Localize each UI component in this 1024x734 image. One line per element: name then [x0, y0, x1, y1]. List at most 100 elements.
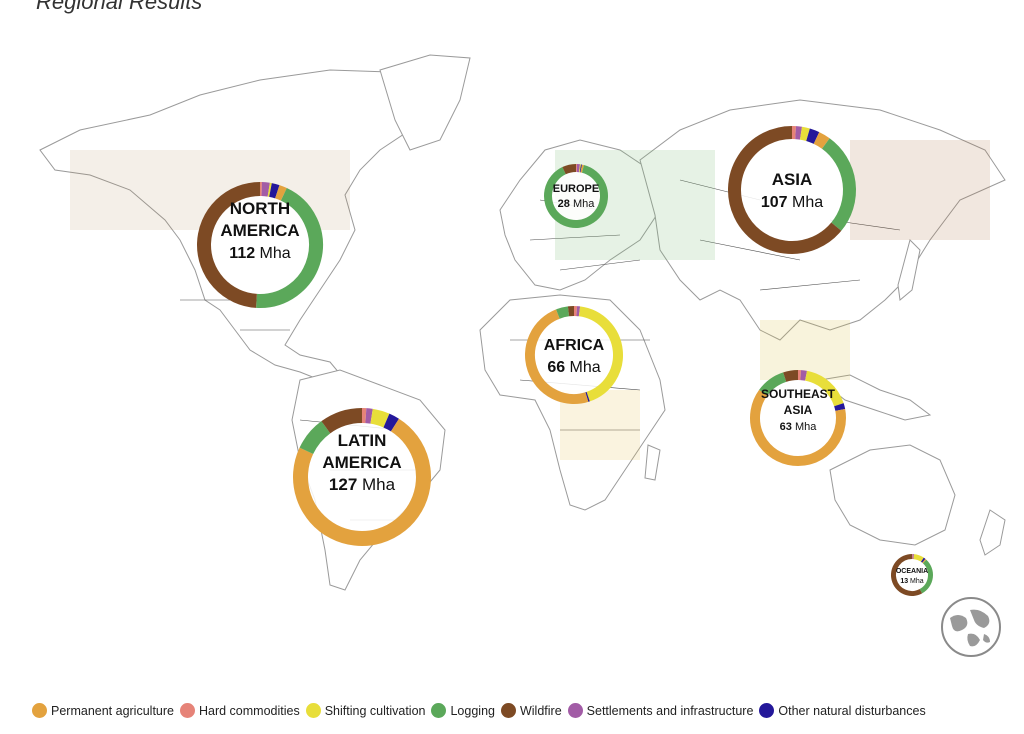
legend-item-other-natural: Other natural disturbances — [759, 703, 926, 718]
legend: Permanent agriculture Hard commodities Shi… — [32, 703, 932, 718]
donut-segment-shifting-cultivation — [913, 554, 924, 562]
region-name: SOUTHEAST — [761, 387, 836, 401]
legend-label: Settlements and infrastructure — [586, 703, 754, 718]
donut-segment-other-natural — [269, 183, 280, 199]
legend-item-hard-commodities: Hard commodities — [179, 703, 300, 718]
donut-center — [893, 556, 931, 594]
donut-segment-wildfire — [562, 164, 577, 175]
donut-latin-america: LATIN AMERICA 127 Mha — [293, 408, 431, 546]
region-area-unit: Mha — [565, 359, 601, 376]
donut-segment-permanent-agriculture — [750, 389, 846, 466]
region-name: OCEANIA — [896, 568, 928, 575]
legend-swatch — [759, 703, 775, 718]
legend-item-permanent-agriculture: Permanent agriculture — [32, 703, 174, 718]
donut-center — [300, 415, 424, 539]
legend-item-wildfire: Wildfire — [500, 703, 562, 718]
legend-label: Hard commodities — [198, 703, 300, 718]
donut-oceania: OCEANIA 13 Mha — [891, 553, 933, 596]
donut-segment-other-natural — [834, 403, 846, 411]
legend-swatch — [32, 703, 47, 718]
region-area-value: 127 — [329, 475, 357, 494]
land-greenland — [379, 54, 471, 151]
land-australia — [829, 444, 956, 546]
region-area-unit: Mha — [908, 578, 924, 585]
region-area-unit: Mha — [788, 194, 824, 211]
region-area-value: 66 — [547, 359, 565, 376]
region-area-unit: Mha — [570, 198, 595, 210]
donut-segment-other-natural — [806, 128, 820, 144]
region-area-unit: Mha — [792, 421, 817, 433]
donut-segment-shifting-cultivation — [804, 370, 844, 407]
donut-center — [755, 375, 841, 461]
region-name: AFRICA — [544, 337, 605, 354]
region-area: 127 Mha — [329, 475, 396, 494]
globe-icon — [941, 597, 1001, 657]
donut-segment-wildfire — [891, 554, 923, 596]
donut-segment-permanent-agriculture — [275, 185, 287, 201]
legend-swatch — [567, 703, 583, 718]
donut-segment-logging — [556, 306, 570, 319]
region-area-value: 28 — [558, 198, 570, 210]
donut-center — [548, 168, 604, 224]
region-area: 63 Mha — [780, 421, 818, 433]
donut-segment-shifting-cultivation — [370, 408, 390, 428]
donut-center — [530, 311, 618, 399]
donut-asia: ASIA 107 Mha — [728, 125, 856, 254]
region-name: EUROPE — [553, 183, 599, 195]
donut-center — [734, 132, 850, 248]
legend-label: Logging — [450, 703, 495, 718]
land-japan — [897, 239, 921, 301]
donut-segment-permanent-agriculture — [922, 558, 927, 564]
region-name: ASIA — [784, 403, 813, 417]
region-name: AMERICA — [322, 453, 401, 472]
donut-segment-logging — [256, 188, 323, 308]
region-area-value: 13 — [900, 578, 908, 585]
legend-item-settlements: Settlements and infrastructure — [567, 703, 754, 718]
donut-segment-permanent-agriculture — [813, 132, 830, 149]
donut-segment-settlements — [800, 370, 807, 381]
landmasses — [39, 54, 1006, 591]
donut-segment-settlements — [365, 408, 373, 424]
region-name: NORTH — [230, 199, 290, 218]
legend-swatch — [305, 703, 321, 718]
donut-segment-other-natural — [383, 413, 399, 432]
donut-segment-shifting-cultivation — [578, 306, 623, 402]
region-area-unit: Mha — [255, 245, 291, 262]
donut-segment-logging — [759, 372, 787, 396]
region-area: 13 Mha — [900, 578, 923, 585]
donut-north-america: NORTH AMERICA 112 Mha — [197, 181, 323, 308]
donut-europe: EUROPE 28 Mha — [544, 164, 608, 228]
region-area: 28 Mha — [558, 198, 596, 210]
donut-center — [204, 189, 316, 301]
region-area: 107 Mha — [761, 194, 823, 211]
donut-segment-wildfire — [321, 408, 363, 434]
legend-swatch — [500, 703, 516, 718]
region-name: AMERICA — [220, 221, 299, 240]
region-area: 66 Mha — [547, 359, 600, 376]
land-madagascar — [644, 444, 661, 481]
legend-swatch — [431, 703, 447, 718]
region-name: ASIA — [772, 170, 813, 189]
legend-label: Wildfire — [519, 703, 562, 718]
donut-segment-settlements — [795, 126, 803, 140]
legend-item-logging: Logging — [431, 703, 495, 718]
donut-segment-settlements — [261, 182, 270, 197]
page-title: Regional Results — [36, 0, 203, 14]
legend-label: Shifting cultivation — [324, 703, 426, 718]
land-new-zealand — [979, 509, 1006, 556]
donut-segment-wildfire — [728, 126, 842, 254]
donut-segment-other-natural — [920, 557, 926, 563]
donut-africa: AFRICA 66 Mha — [525, 306, 623, 404]
legend-label: Permanent agriculture — [51, 703, 174, 718]
donut-segment-permanent-agriculture — [293, 418, 431, 546]
region-area-value: 112 — [229, 245, 255, 262]
donut-segment-shifting-cultivation — [799, 126, 810, 142]
donut-segment-logging — [544, 165, 608, 228]
region-area-unit: Mha — [357, 475, 395, 494]
region-area: 112 Mha — [229, 245, 290, 262]
donut-southeast-asia: SOUTHEAST ASIA 63 Mha — [750, 370, 846, 466]
region-area-value: 63 — [780, 421, 792, 433]
donut-segment-logging — [821, 138, 856, 231]
